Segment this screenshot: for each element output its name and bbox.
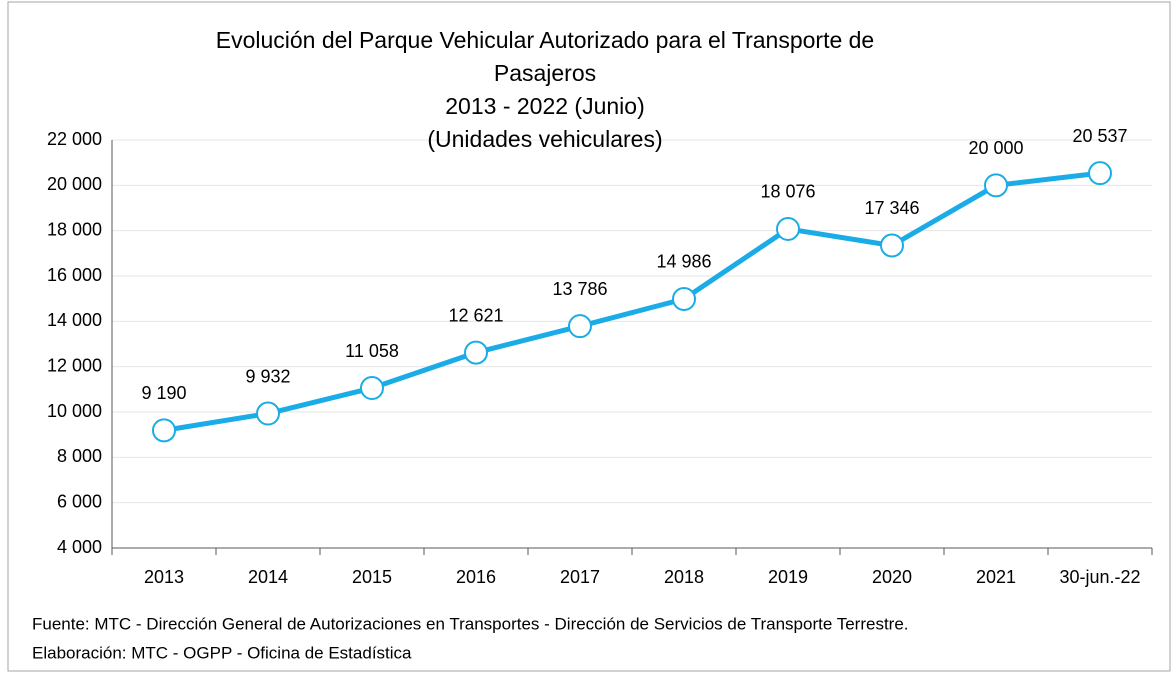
y-tick-label: 8 000	[57, 446, 102, 466]
data-label: 11 058	[345, 341, 399, 361]
x-tick-label: 2017	[560, 567, 600, 587]
y-tick-label: 10 000	[47, 401, 102, 421]
footnote: Fuente: MTC - Dirección General de Autor…	[32, 614, 909, 633]
data-point	[776, 216, 800, 241]
chart-title: (Unidades vehiculares)	[427, 126, 662, 152]
chart-title: Pasajeros	[494, 60, 596, 86]
data-label: 18 076	[760, 182, 815, 202]
y-tick-label: 22 000	[47, 129, 102, 149]
y-tick-label: 16 000	[47, 265, 102, 285]
data-label: 13 786	[552, 279, 607, 299]
data-point	[152, 418, 176, 443]
data-label: 12 621	[448, 305, 503, 325]
data-point	[1088, 161, 1112, 186]
chart-title: 2013 - 2022 (Junio)	[445, 93, 644, 119]
data-point	[672, 286, 696, 311]
x-tick-label: 30-jun.-22	[1059, 567, 1140, 587]
data-label: 9 932	[245, 366, 290, 386]
x-tick-label: 2014	[248, 567, 288, 587]
x-tick-label: 2021	[976, 567, 1016, 587]
data-label: 17 346	[864, 198, 919, 218]
y-tick-label: 12 000	[47, 355, 102, 375]
data-line	[163, 170, 1101, 433]
footnote: Elaboración: MTC - OGPP - Oficina de Est…	[32, 643, 412, 662]
chart-title: Evolución del Parque Vehicular Autorizad…	[216, 27, 874, 53]
data-label: 20 537	[1072, 126, 1127, 146]
x-tick-label: 2020	[872, 567, 912, 587]
x-tick-label: 2013	[144, 567, 184, 587]
x-tick-label: 2018	[664, 567, 704, 587]
data-point	[568, 314, 592, 339]
x-tick-label: 2019	[768, 567, 808, 587]
data-point	[880, 233, 904, 258]
data-label: 9 190	[141, 383, 186, 403]
x-tick-label: 2015	[352, 567, 392, 587]
data-label: 20 000	[968, 138, 1023, 158]
data-point	[464, 340, 488, 365]
y-tick-label: 18 000	[47, 219, 102, 239]
y-tick-label: 6 000	[57, 491, 102, 511]
x-tick-label: 2016	[456, 567, 496, 587]
data-point	[984, 173, 1008, 198]
data-point	[360, 376, 384, 401]
data-point	[256, 401, 280, 426]
y-tick-label: 20 000	[47, 174, 102, 194]
y-tick-label: 4 000	[57, 537, 102, 557]
chart-frame	[7, 1, 1171, 672]
y-tick-label: 14 000	[47, 310, 102, 330]
data-label: 14 986	[656, 252, 711, 272]
